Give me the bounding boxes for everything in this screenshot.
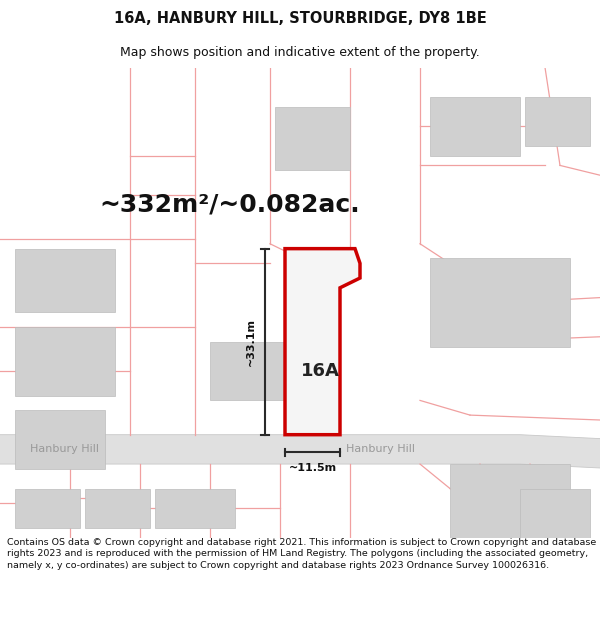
Bar [15, 410, 105, 469]
Text: Map shows position and indicative extent of the property.: Map shows position and indicative extent… [120, 46, 480, 59]
Bar [155, 489, 235, 528]
Bar [85, 489, 150, 528]
Bar [275, 107, 350, 170]
Text: Hanbury Hill: Hanbury Hill [31, 444, 100, 454]
Text: Contains OS data © Crown copyright and database right 2021. This information is : Contains OS data © Crown copyright and d… [7, 538, 596, 569]
Bar [15, 489, 80, 528]
Text: 16A: 16A [301, 362, 340, 380]
Bar [15, 327, 115, 396]
Bar [520, 489, 590, 538]
Text: ~11.5m: ~11.5m [289, 463, 337, 473]
Bar [15, 249, 115, 312]
Bar [525, 97, 590, 146]
Bar [450, 464, 570, 538]
Text: 16A, HANBURY HILL, STOURBRIDGE, DY8 1BE: 16A, HANBURY HILL, STOURBRIDGE, DY8 1BE [113, 11, 487, 26]
Text: Hanbury Hill: Hanbury Hill [346, 444, 415, 454]
Text: ~332m²/~0.082ac.: ~332m²/~0.082ac. [100, 192, 361, 217]
Bar [430, 97, 520, 156]
Polygon shape [285, 249, 360, 435]
Bar [210, 342, 290, 401]
Polygon shape [0, 435, 600, 468]
Text: ~33.1m: ~33.1m [246, 318, 256, 366]
Bar [430, 259, 570, 346]
